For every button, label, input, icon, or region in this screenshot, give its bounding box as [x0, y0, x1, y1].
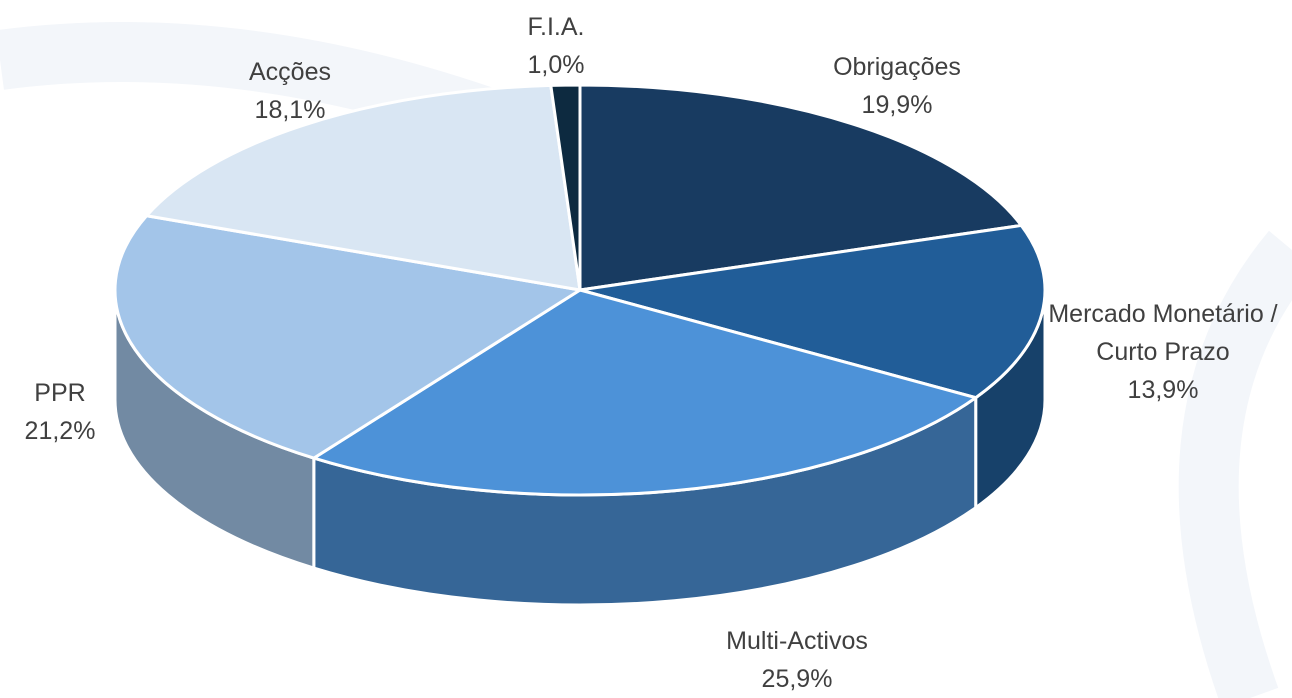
value-label: 21,2%	[24, 417, 96, 445]
pie-slice	[579, 223, 1047, 400]
value-label: 19,9%	[861, 91, 933, 119]
category-label: Acções	[249, 58, 331, 86]
data-label: Acções 18,1%	[190, 53, 390, 129]
value-label: 13,9%	[1127, 376, 1199, 404]
value-label: 25,9%	[761, 665, 833, 693]
category-label: Obrigações	[833, 53, 961, 81]
value-label: 1,0%	[527, 51, 585, 79]
pie-slice	[578, 83, 1025, 292]
pie-slice	[113, 214, 585, 460]
pie-slice	[143, 83, 582, 292]
category-label: F.I.A.	[527, 13, 585, 41]
pie-slice	[549, 83, 582, 291]
category-label: Mercado Monetário / Curto Prazo	[1048, 300, 1278, 366]
data-label: Multi-Activos 25,9%	[667, 622, 927, 698]
data-label: Mercado Monetário / Curto Prazo 13,9%	[1043, 295, 1283, 409]
background-swoosh	[1178, 230, 1292, 698]
data-label: Obrigações 19,9%	[767, 48, 1027, 124]
category-label: PPR	[34, 379, 86, 407]
value-label: 18,1%	[254, 96, 326, 124]
pie-tops	[113, 83, 1047, 497]
pie-slice	[310, 288, 980, 497]
data-label: PPR 21,2%	[0, 374, 140, 450]
category-label: Multi-Activos	[726, 627, 868, 655]
data-label: F.I.A. 1,0%	[486, 8, 626, 84]
